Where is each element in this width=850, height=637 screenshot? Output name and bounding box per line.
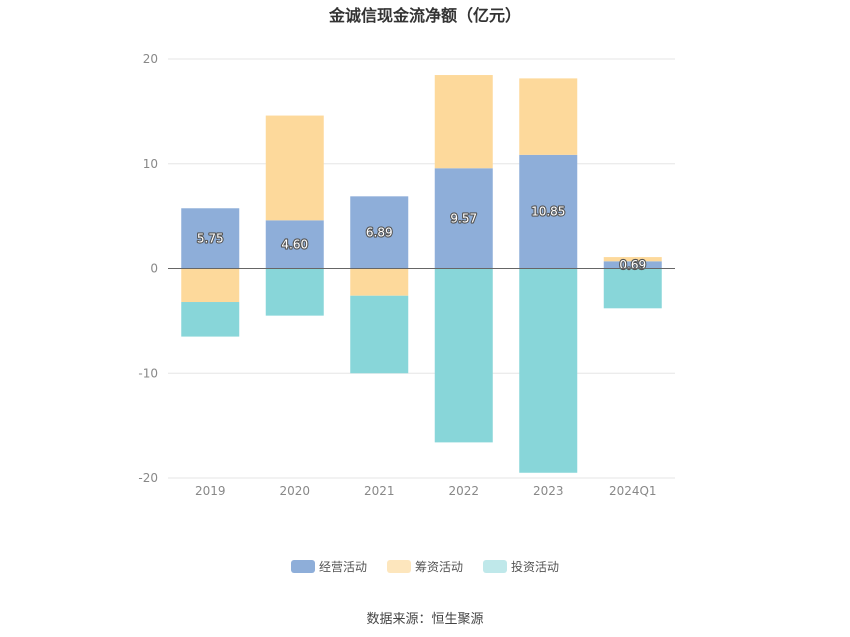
x-tick-label: 2022 [448, 484, 479, 498]
bar-operating [181, 208, 240, 269]
y-tick-label: -20 [138, 471, 158, 485]
bar-financing [519, 78, 578, 155]
data-label: 4.60 [281, 237, 308, 251]
bar-operating [519, 154, 578, 269]
data-label: 0.69 [619, 258, 646, 272]
legend-item-operating[interactable]: 经营活动 [290, 558, 367, 575]
legend-item-investing[interactable]: 投资活动 [483, 558, 559, 575]
bar-investing [350, 295, 409, 374]
legend-swatch-investing [483, 560, 507, 573]
bar-operating [350, 196, 409, 269]
y-tick-label: 10 [143, 157, 158, 171]
bar-financing [350, 268, 409, 296]
y-tick-label: 20 [143, 52, 158, 66]
legend-label-investing: 投资活动 [511, 560, 560, 574]
x-tick-label: 2021 [364, 484, 395, 498]
legend-swatch-operating [290, 560, 315, 573]
data-label: 10.85 [531, 205, 565, 219]
y-tick-label: -10 [138, 366, 158, 380]
bar-financing [603, 257, 662, 262]
x-tick-label: 2023 [533, 484, 564, 498]
bar-financing [181, 268, 240, 303]
bar-investing [265, 268, 324, 316]
legend-label-operating: 经营活动 [318, 560, 367, 574]
x-tick-label: 2024Q1 [609, 484, 657, 498]
bar-investing [603, 268, 662, 309]
y-tick-label: 0 [150, 262, 158, 276]
bar-operating [265, 220, 324, 269]
chart-legend: 经营活动 筹资活动 投资活动 [0, 558, 850, 575]
legend-label-financing: 筹资活动 [414, 560, 463, 574]
data-label: 5.75 [197, 231, 224, 245]
chart-title: 金诚信现金流净额（亿元） [328, 6, 521, 25]
legend-item-financing[interactable]: 筹资活动 [386, 558, 463, 575]
x-tick-label: 2019 [195, 484, 226, 498]
bar-financing [434, 75, 493, 169]
bar-investing [519, 268, 578, 473]
bar-investing [434, 268, 493, 443]
bar-investing [181, 302, 240, 337]
data-label: 9.57 [450, 211, 477, 225]
bar-operating [603, 261, 662, 269]
bar-operating [434, 168, 493, 269]
data-label: 6.89 [366, 225, 393, 239]
x-tick-label: 2020 [279, 484, 310, 498]
data-source: 数据来源：恒生聚源 [366, 612, 484, 627]
bar-financing [265, 115, 324, 221]
legend-swatch-financing [386, 560, 411, 573]
